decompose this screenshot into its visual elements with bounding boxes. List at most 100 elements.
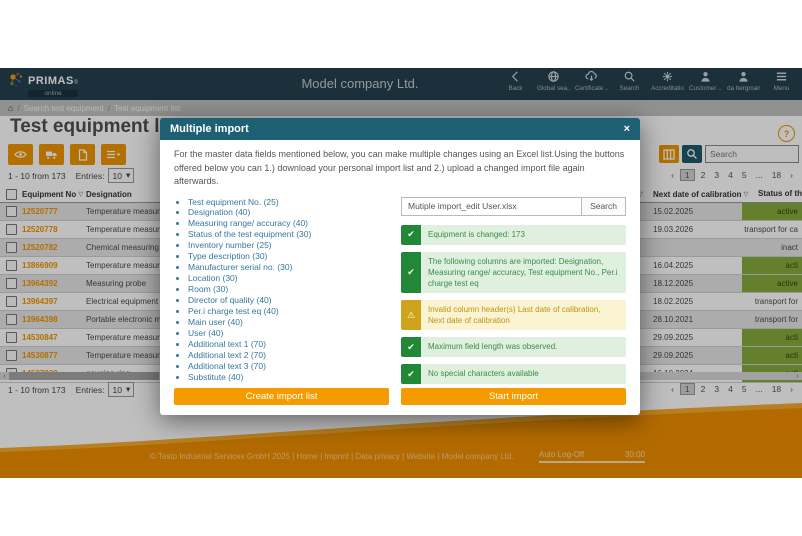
filter-icon[interactable]: ▽: [78, 191, 84, 198]
cloud-download-icon: [585, 70, 597, 82]
file-name-value: Mutiple import_edit User.xlsx: [408, 200, 517, 211]
scroll-left-icon[interactable]: ‹: [3, 372, 6, 380]
row-checkbox[interactable]: [5, 332, 17, 343]
transport-button[interactable]: [39, 144, 64, 165]
status-cell: active: [742, 203, 802, 220]
breadcrumb-item-search[interactable]: Search test equipment: [23, 103, 104, 113]
entries-select[interactable]: 10 ▾: [108, 168, 135, 183]
help-button[interactable]: ?: [778, 125, 795, 142]
multiple-import-modal: Multiple import × For the master data fi…: [160, 118, 640, 415]
entries-select[interactable]: 10 ▾: [108, 382, 135, 397]
breadcrumb-item-list[interactable]: Test equipment list: [113, 103, 181, 113]
equipment-no-link[interactable]: 13964392: [22, 279, 58, 288]
page-button[interactable]: 18: [771, 384, 782, 394]
nav-user-account[interactable]: da bergmann: [727, 70, 760, 92]
col-equipment-no[interactable]: Equipment No ▽: [22, 189, 84, 199]
row-checkbox[interactable]: [5, 278, 17, 289]
page-button[interactable]: 18: [771, 170, 782, 180]
start-import-button[interactable]: Start import: [401, 388, 626, 405]
nav-global-search[interactable]: Global sea...: [537, 70, 570, 92]
col-status[interactable]: Status of the te: [758, 189, 802, 198]
equipment-no-link[interactable]: 12520782: [22, 243, 58, 252]
field-item: Measuring range/ accuracy (40): [188, 218, 389, 229]
eye-icon: [14, 151, 27, 158]
alert-status-icon: ✔: [401, 337, 421, 358]
modal-footer: Create import list Start import: [160, 384, 640, 415]
row-checkbox[interactable]: [5, 296, 17, 307]
file-upload-field[interactable]: Mutiple import_edit User.xlsx Search: [401, 196, 626, 216]
row-checkbox[interactable]: [5, 242, 17, 253]
page-button[interactable]: 2: [700, 384, 706, 394]
footer-wave: [0, 403, 802, 478]
row-checkbox[interactable]: [5, 224, 17, 235]
designation-cell: Temperature measuring in: [86, 333, 179, 342]
row-checkbox[interactable]: [5, 206, 17, 217]
badge-icon: [662, 71, 673, 82]
page-button[interactable]: 4: [728, 384, 733, 394]
nav-certificate-download[interactable]: Certificate ...: [575, 70, 608, 92]
filter-icon[interactable]: ▽: [638, 191, 643, 198]
field-item: Designation (40): [188, 207, 389, 218]
person-icon: [701, 72, 710, 82]
next-date-cell: 15.02.2025: [653, 207, 694, 216]
page-button[interactable]: ‹: [671, 384, 674, 394]
col-next-date[interactable]: Next date of calibration ▽: [653, 189, 749, 199]
globe-icon: [548, 71, 559, 82]
chevron-down-icon: ▾: [125, 384, 131, 394]
next-date-cell: 18.02.2025: [653, 297, 694, 306]
nav-customer[interactable]: Customer ...: [689, 70, 722, 92]
page-button[interactable]: ›: [790, 170, 793, 180]
row-checkbox[interactable]: [5, 314, 17, 325]
nav-search[interactable]: Search: [613, 70, 646, 92]
file-search-button[interactable]: Search: [581, 197, 625, 215]
page-button[interactable]: 5: [741, 170, 747, 180]
close-icon[interactable]: ×: [623, 122, 630, 135]
page-button[interactable]: 5: [741, 384, 747, 394]
nav-menu[interactable]: Menu: [765, 70, 798, 92]
page-button[interactable]: ...: [755, 170, 763, 180]
modal-body: For the master data fields mentioned bel…: [160, 140, 640, 384]
page-button[interactable]: 3: [714, 384, 720, 394]
select-all-checkbox[interactable]: [5, 188, 17, 200]
export-button[interactable]: [70, 144, 95, 165]
equipment-no-link[interactable]: 13964397: [22, 297, 58, 306]
scrollbar-thumb[interactable]: [9, 372, 159, 380]
row-checkbox[interactable]: [5, 260, 17, 271]
page-button[interactable]: ›: [790, 384, 793, 394]
view-button[interactable]: [8, 144, 33, 165]
table-search-button[interactable]: [682, 145, 702, 163]
nav-back[interactable]: Back: [499, 70, 532, 92]
create-import-list-button[interactable]: Create import list: [174, 388, 389, 405]
search-input[interactable]: [705, 145, 799, 163]
equipment-no-link[interactable]: 14530877: [22, 351, 58, 360]
columns-button[interactable]: [659, 145, 679, 163]
page-button[interactable]: 3: [714, 170, 720, 180]
import-alert: ✔ Maximum field length was observed.: [401, 337, 626, 358]
equipment-no-link[interactable]: 12520777: [22, 207, 58, 216]
logo-wordmark: PRIMAS: [28, 75, 74, 87]
page-button[interactable]: 1: [679, 169, 695, 181]
breadcrumb: ⌂ / Search test equipment / Test equipme…: [0, 100, 802, 116]
equipment-no-link[interactable]: 12520778: [22, 225, 58, 234]
nav-accreditation[interactable]: Accreditation: [651, 70, 684, 92]
import-alert: ✔ Equipment is changed: 173: [401, 224, 626, 245]
home-icon[interactable]: ⌂: [8, 103, 14, 113]
primas-logo[interactable]: PRIMAS® online: [8, 71, 79, 97]
page-button[interactable]: 1: [679, 383, 695, 395]
page-button[interactable]: ‹: [671, 170, 674, 180]
page-button[interactable]: 4: [728, 170, 733, 180]
row-checkbox[interactable]: [5, 350, 17, 361]
page-button[interactable]: ...: [755, 384, 763, 394]
range-info: 1 - 10 from 173: [8, 384, 66, 395]
col-designation[interactable]: Designation: [86, 189, 132, 199]
equipment-no-link[interactable]: 14530847: [22, 333, 58, 342]
field-item: Coordinator (40): [188, 382, 389, 384]
equipment-no-link[interactable]: 13866909: [22, 261, 58, 270]
scroll-right-icon[interactable]: ›: [796, 372, 799, 380]
entries-label: Entries:: [75, 384, 105, 395]
footer-copyright[interactable]: © Testo Industrial Services GmbH 2025 | …: [150, 452, 514, 461]
list-options-button[interactable]: [101, 144, 126, 165]
filter-icon[interactable]: ▽: [743, 191, 749, 198]
equipment-no-link[interactable]: 13964398: [22, 315, 58, 324]
page-button[interactable]: 2: [700, 170, 706, 180]
